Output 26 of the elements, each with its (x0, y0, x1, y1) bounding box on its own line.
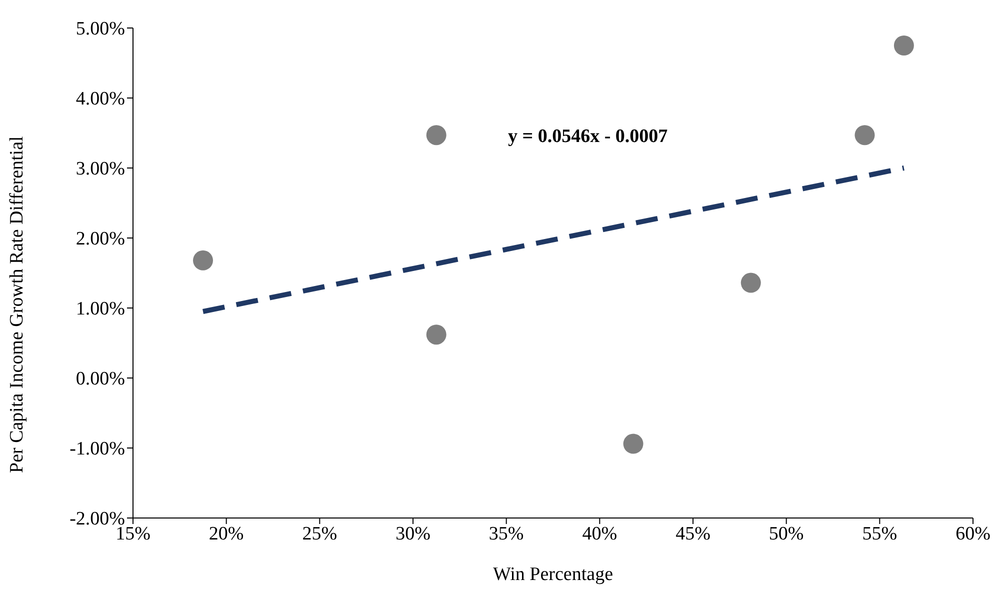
point (854, 125, 875, 146)
x-tick-label: 25% (302, 523, 338, 544)
y-tick-label: 0.00% (76, 368, 126, 390)
annotation: y = 0.0546x - 0.0007 (508, 126, 668, 148)
point (193, 250, 213, 270)
point (623, 434, 644, 454)
x-tick-label: 40% (582, 523, 618, 544)
x-tick-label: 55% (862, 523, 898, 544)
point (740, 272, 761, 293)
x-axis-title: Win Percentage (492, 564, 614, 585)
x-tick-label: 45% (676, 523, 711, 544)
x-tick-label: 20% (208, 523, 244, 544)
y-tick-label: 4.00% (76, 88, 126, 110)
y-tick-label: 1.00% (76, 298, 126, 320)
y-axis-title: Per Capita Income Growth Rate Differential (6, 136, 28, 473)
x-tick-label: 30% (396, 523, 431, 544)
point (894, 36, 914, 56)
y-tick-label: 5.00% (76, 18, 126, 40)
y-tick-label: 3.00% (76, 158, 126, 180)
y-tick-label: -1.00% (70, 438, 126, 460)
y-tick-label: 2.00% (76, 228, 126, 250)
x-tick-label: 35% (488, 523, 524, 544)
x-tick-label: 60% (956, 523, 991, 544)
point (426, 324, 446, 345)
point (426, 125, 446, 146)
x-tick-label: 50% (768, 523, 804, 544)
